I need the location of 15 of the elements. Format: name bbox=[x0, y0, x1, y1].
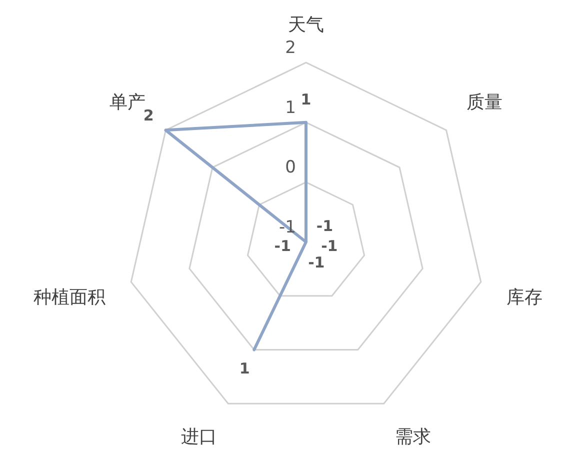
spoke-label: 质量 bbox=[466, 92, 503, 113]
data-label: -1 bbox=[316, 216, 334, 235]
spoke-label: 需求 bbox=[395, 426, 432, 448]
data-label: 1 bbox=[239, 359, 250, 378]
spoke-label: 单产 bbox=[109, 92, 146, 113]
spoke-label: 库存 bbox=[506, 287, 542, 308]
y-tick-label: 2 bbox=[285, 38, 296, 58]
data-label: 1 bbox=[300, 90, 312, 108]
data-label: 2 bbox=[143, 106, 154, 124]
y-tick-label: 1 bbox=[285, 98, 296, 118]
spoke-label: 天气 bbox=[288, 14, 324, 36]
data-label: -1 bbox=[321, 237, 338, 256]
spoke-label: 进口 bbox=[180, 426, 217, 448]
spoke-label: 种植面积 bbox=[34, 287, 106, 308]
y-tick-label: 0 bbox=[285, 158, 296, 178]
